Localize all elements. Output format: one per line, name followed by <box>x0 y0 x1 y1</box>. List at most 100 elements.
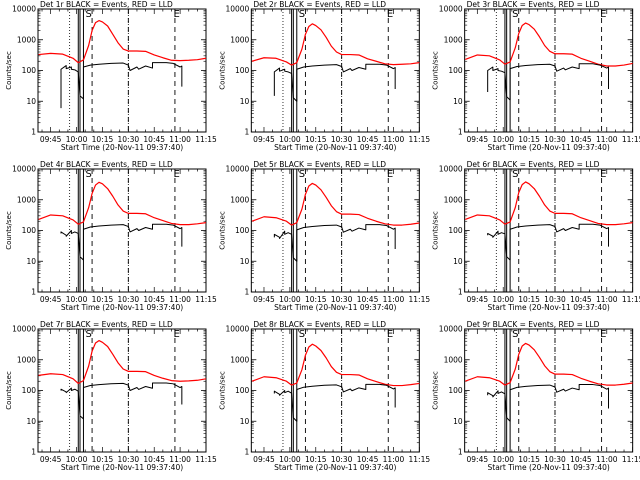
y-tick-label: 1 <box>458 288 463 297</box>
y-axis-label: Counts/sec <box>432 371 440 410</box>
x-axis-label: Start Time (20-Nov-11 09:37:40) <box>488 463 610 472</box>
interval-marker-letter: S <box>85 169 91 180</box>
x-tick-label: 10:45 <box>143 295 165 304</box>
events-series-line <box>273 224 396 262</box>
panel-title: Det 6r BLACK = Events, RED = LLD <box>467 160 600 169</box>
x-axis-label: Start Time (20-Nov-11 09:37:40) <box>274 463 396 472</box>
y-tick-label: 10 <box>453 257 463 266</box>
y-tick-label: 10000 <box>12 5 36 14</box>
y-tick-label: 10000 <box>439 165 463 174</box>
panel-det-4r: Det 4r BLACK = Events, RED = LLD 1 10 100 10… <box>5 160 217 312</box>
x-tick-label: 11:15 <box>195 455 217 464</box>
y-tick-label: 1000 <box>17 195 36 204</box>
x-tick-label: 09:45 <box>253 135 275 144</box>
interval-marker-letter: E <box>173 329 179 340</box>
y-axis-label: Counts/sec <box>218 51 226 90</box>
x-tick-label: 11:00 <box>169 295 191 304</box>
y-tick-label: 1 <box>31 448 36 457</box>
panel-title: Det 2r BLACK = Events, RED = LLD <box>253 0 386 9</box>
events-series-line <box>60 223 183 261</box>
x-tick-label: 10:15 <box>305 455 327 464</box>
x-tick-label: 11:15 <box>409 455 431 464</box>
panel-det-7r: Det 7r BLACK = Events, RED = LLD 1 10 100 10… <box>5 320 217 472</box>
y-axis-label: Counts/sec <box>432 51 440 90</box>
y-tick-label: 1000 <box>230 35 249 44</box>
x-tick-label: 10:30 <box>544 295 566 304</box>
y-axis-label: Counts/sec <box>5 51 13 90</box>
lld-series-line <box>251 23 420 66</box>
x-tick-label: 09:45 <box>253 455 275 464</box>
lld-series-line <box>38 339 207 385</box>
x-tick-label: 11:15 <box>622 295 640 304</box>
y-tick-label: 10 <box>240 257 250 266</box>
x-tick-label: 11:15 <box>195 295 217 304</box>
y-tick-label: 10 <box>453 417 463 426</box>
interval-marker-letter: E <box>173 169 179 180</box>
x-tick-label: 10:30 <box>331 135 353 144</box>
x-tick-label: 10:00 <box>279 455 301 464</box>
y-axis-label: Counts/sec <box>218 211 226 250</box>
x-tick-label: 09:45 <box>467 135 489 144</box>
x-tick-label: 09:45 <box>467 455 489 464</box>
y-tick-label: 100 <box>448 226 463 235</box>
x-tick-label: 10:45 <box>570 295 592 304</box>
lld-series-line <box>251 182 420 226</box>
x-tick-label: 10:00 <box>279 135 301 144</box>
y-axis-label: Counts/sec <box>5 371 13 410</box>
interval-marker-letter: E <box>600 9 606 20</box>
y-tick-label: 100 <box>448 66 463 75</box>
x-tick-label: 11:15 <box>409 295 431 304</box>
y-tick-label: 100 <box>235 226 250 235</box>
y-tick-label: 100 <box>22 386 37 395</box>
x-tick-label: 11:15 <box>409 135 431 144</box>
x-tick-label: 11:00 <box>383 135 405 144</box>
interval-marker-letter: S <box>299 9 305 20</box>
x-tick-label: 10:45 <box>570 135 592 144</box>
x-tick-label: 10:00 <box>66 455 88 464</box>
y-tick-label: 1000 <box>444 195 463 204</box>
lld-series-line <box>465 181 633 226</box>
x-tick-label: 10:45 <box>570 455 592 464</box>
x-tick-label: 10:15 <box>518 135 540 144</box>
panel-det-3r: Det 3r BLACK = Events, RED = LLD 1 10 100 10… <box>432 0 640 152</box>
x-tick-label: 09:45 <box>467 295 489 304</box>
x-tick-label: 10:30 <box>331 295 353 304</box>
x-tick-label: 10:45 <box>357 135 379 144</box>
lld-series-line <box>251 343 420 387</box>
y-tick-label: 10000 <box>12 165 36 174</box>
x-tick-label: 10:45 <box>143 455 165 464</box>
x-tick-label: 10:00 <box>492 455 514 464</box>
y-tick-label: 10000 <box>439 5 463 14</box>
y-tick-label: 100 <box>235 66 250 75</box>
x-tick-label: 10:45 <box>357 455 379 464</box>
y-tick-label: 1000 <box>230 195 249 204</box>
y-tick-label: 100 <box>22 66 37 75</box>
lld-series-line <box>465 22 633 67</box>
x-axis-label: Start Time (20-Nov-11 09:37:40) <box>274 143 396 152</box>
y-tick-label: 10 <box>26 417 36 426</box>
x-tick-label: 11:00 <box>383 295 405 304</box>
x-tick-label: 10:15 <box>92 135 114 144</box>
panel-title: Det 1r BLACK = Events, RED = LLD <box>40 0 173 9</box>
x-tick-label: 10:30 <box>118 135 140 144</box>
plot-frame <box>250 168 420 293</box>
events-series-line <box>487 223 609 261</box>
panel-title: Det 3r BLACK = Events, RED = LLD <box>467 0 600 9</box>
x-tick-label: 11:00 <box>596 135 618 144</box>
x-tick-label: 10:15 <box>92 295 114 304</box>
panel-title: Det 7r BLACK = Events, RED = LLD <box>40 320 173 329</box>
interval-marker-letter: S <box>299 329 305 340</box>
panel-title: Det 8r BLACK = Events, RED = LLD <box>253 320 386 329</box>
x-axis-label: Start Time (20-Nov-11 09:37:40) <box>61 463 183 472</box>
plot-frame <box>464 328 634 453</box>
y-tick-label: 10 <box>240 417 250 426</box>
x-axis-label: Start Time (20-Nov-11 09:37:40) <box>488 303 610 312</box>
x-tick-label: 10:30 <box>544 135 566 144</box>
panel-title: Det 9r BLACK = Events, RED = LLD <box>467 320 600 329</box>
x-tick-label: 10:30 <box>118 455 140 464</box>
interval-marker-letter: S <box>512 169 518 180</box>
x-tick-label: 10:15 <box>518 295 540 304</box>
events-series-line <box>487 384 609 422</box>
x-tick-label: 11:00 <box>169 135 191 144</box>
y-tick-label: 1000 <box>17 355 36 364</box>
